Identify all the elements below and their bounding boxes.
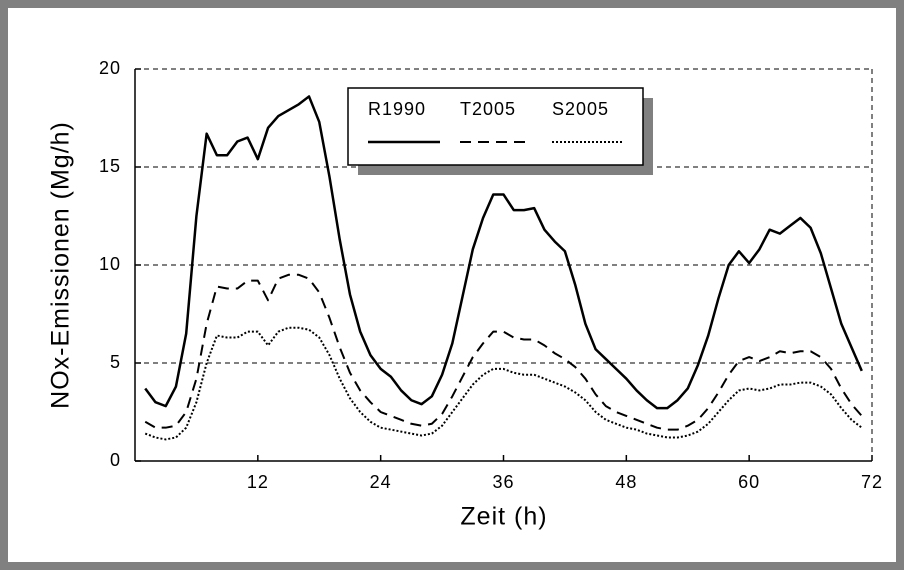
- line-series: [144, 273, 863, 431]
- x-tick-label: 24: [370, 472, 392, 492]
- y-tick-label: 10: [99, 254, 121, 274]
- y-axis-label: NOx-Emissionen (Mg/h): [47, 121, 75, 409]
- y-tick-label: 15: [99, 156, 121, 176]
- y-tick-label: 5: [110, 352, 121, 372]
- x-tick-label: 60: [738, 472, 760, 492]
- legend-label: R1990: [368, 99, 426, 119]
- y-tick-label: 0: [110, 450, 121, 470]
- x-tick-label: 12: [247, 472, 269, 492]
- legend-label: S2005: [552, 99, 609, 119]
- line-series: [144, 95, 863, 410]
- legend-label: T2005: [460, 99, 516, 119]
- line-series: [144, 326, 863, 441]
- x-tick-label: 48: [615, 472, 637, 492]
- x-tick-label: 72: [861, 472, 883, 492]
- y-tick-label: 20: [99, 58, 121, 78]
- legend: [347, 87, 644, 166]
- x-axis-label: Zeit (h): [460, 503, 547, 531]
- x-tick-label: 36: [492, 472, 514, 492]
